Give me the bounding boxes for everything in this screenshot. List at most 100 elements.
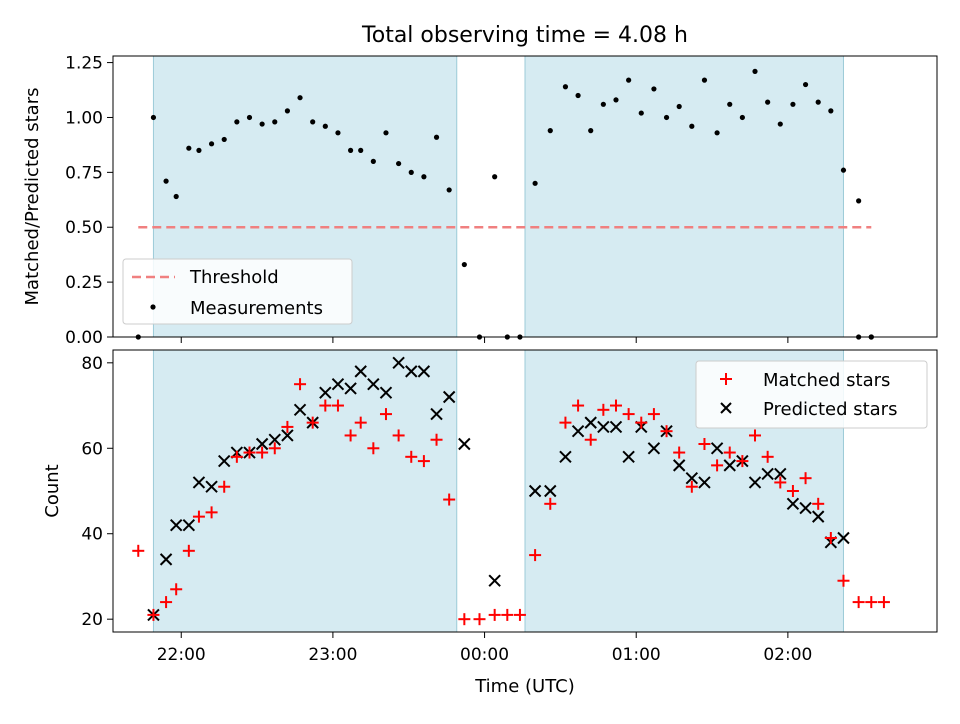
measurement-point bbox=[383, 130, 389, 136]
bottom-y-axis-label: Count bbox=[42, 464, 63, 517]
predicted-star-marker bbox=[710, 442, 724, 455]
top-y-ticks: 0.00 0.25 0.50 0.75 1.00 1.25 bbox=[65, 54, 113, 348]
shaded-region bbox=[152, 349, 458, 633]
matched-star-marker bbox=[294, 378, 307, 391]
measurement-point bbox=[173, 193, 179, 200]
measurement-point bbox=[752, 68, 758, 74]
predicted-star-marker bbox=[698, 476, 711, 489]
bottom-panel: 20 40 60 80 22:00 23:00 00:00 01:00 02:00 Count… bbox=[42, 349, 938, 697]
predicted-star-marker bbox=[761, 467, 774, 481]
predicted-star-marker bbox=[528, 484, 542, 498]
measurement-point bbox=[284, 108, 291, 114]
measurement-point bbox=[739, 114, 745, 121]
measurement-point bbox=[626, 77, 632, 83]
matched-star-marker bbox=[417, 455, 430, 468]
top-x-ticks bbox=[180, 337, 789, 343]
predicted-star-marker bbox=[748, 476, 762, 489]
predicted-star-marker bbox=[367, 377, 380, 391]
matched-star-marker bbox=[824, 532, 837, 544]
predicted-star-marker bbox=[786, 497, 800, 511]
predicted-star-marker bbox=[430, 407, 443, 421]
legend-predicted-swatch bbox=[720, 402, 732, 414]
measurement-point bbox=[322, 123, 328, 129]
measurement-point bbox=[727, 101, 733, 107]
matched-star-marker bbox=[501, 608, 514, 621]
predicted-star-marker bbox=[622, 450, 635, 464]
matched-star-marker bbox=[319, 399, 332, 412]
matched-star-marker bbox=[458, 613, 471, 626]
measurement-point bbox=[701, 77, 708, 83]
matched-star-marker bbox=[711, 459, 724, 472]
matched-star-marker bbox=[218, 480, 231, 493]
measurement-point bbox=[297, 95, 303, 101]
matched-star-marker bbox=[430, 433, 443, 446]
matched-star-marker bbox=[584, 433, 597, 446]
measurement-point bbox=[856, 198, 862, 204]
predicted-star-marker bbox=[255, 437, 269, 451]
matched-star-marker bbox=[635, 416, 648, 429]
predicted-star-marker bbox=[379, 386, 393, 399]
matched-star-marker bbox=[268, 442, 281, 455]
matched-star-marker bbox=[761, 450, 774, 463]
predicted-star-marker bbox=[442, 390, 456, 404]
measurement-point bbox=[347, 147, 354, 153]
predicted-star-marker bbox=[544, 484, 557, 498]
predicted-star-marker bbox=[458, 437, 471, 451]
legend-measurements-swatch bbox=[150, 304, 156, 310]
bottom-y-ticks: 20 40 60 80 bbox=[81, 354, 113, 630]
matched-star-marker bbox=[160, 596, 173, 609]
measurement-point bbox=[575, 92, 581, 99]
bottom-legend: Matched stars Predicted stars bbox=[695, 360, 928, 429]
predicted-star-marker bbox=[159, 553, 173, 566]
measurement-point bbox=[613, 97, 619, 103]
predicted-star-marker bbox=[182, 518, 196, 532]
predicted-star-marker bbox=[559, 450, 572, 464]
measurement-point bbox=[421, 174, 427, 180]
measurement-points bbox=[135, 68, 874, 340]
matched-star-marker bbox=[243, 446, 256, 459]
x-tick-label: 02:00 bbox=[763, 645, 812, 665]
matched-star-marker bbox=[331, 399, 344, 412]
matched-star-marker bbox=[367, 442, 380, 455]
matched-star-marker bbox=[749, 429, 762, 442]
measurement-point bbox=[676, 103, 682, 110]
measurement-point bbox=[196, 147, 202, 153]
matched-star-marker bbox=[281, 420, 294, 433]
y-tick-label: 40 bbox=[81, 525, 103, 545]
measurement-point bbox=[259, 121, 265, 127]
measurement-point bbox=[335, 130, 341, 136]
predicted-star-marker bbox=[417, 365, 431, 378]
measurement-point bbox=[802, 81, 809, 88]
matched-star-marker bbox=[812, 497, 825, 510]
predicted-star-marker bbox=[268, 433, 281, 446]
matched-star-marker bbox=[147, 608, 160, 621]
matched-star-marker bbox=[852, 596, 865, 609]
measurement-point bbox=[777, 121, 783, 127]
x-tick-label: 00:00 bbox=[460, 645, 509, 665]
matched-star-marker bbox=[786, 485, 799, 497]
matched-star-marker bbox=[865, 596, 878, 609]
predicted-star-marker bbox=[584, 416, 597, 429]
matched-star-marker bbox=[443, 493, 456, 506]
predicted-star-marker bbox=[192, 476, 206, 489]
predicted-star-marker bbox=[571, 424, 585, 438]
predicted-stars-points bbox=[147, 356, 850, 622]
predicted-star-marker bbox=[405, 365, 418, 378]
bottom-legend-box bbox=[695, 360, 928, 429]
measurement-point bbox=[186, 145, 192, 151]
measurement-point bbox=[638, 110, 644, 116]
predicted-star-marker bbox=[331, 377, 345, 391]
matched-star-marker bbox=[473, 613, 486, 626]
measurement-point bbox=[208, 141, 215, 147]
predicted-star-marker bbox=[774, 467, 787, 481]
predicted-star-marker bbox=[672, 459, 686, 472]
matched-star-marker bbox=[354, 416, 367, 429]
matched-star-marker bbox=[622, 408, 635, 421]
measurement-point bbox=[765, 99, 771, 105]
measurement-point bbox=[163, 178, 169, 184]
predicted-star-marker bbox=[799, 501, 812, 515]
x-tick-label: 01:00 bbox=[612, 645, 661, 665]
legend-threshold-label: Threshold bbox=[189, 267, 279, 288]
y-tick-label: 0.50 bbox=[65, 218, 103, 238]
predicted-star-marker bbox=[392, 356, 405, 370]
